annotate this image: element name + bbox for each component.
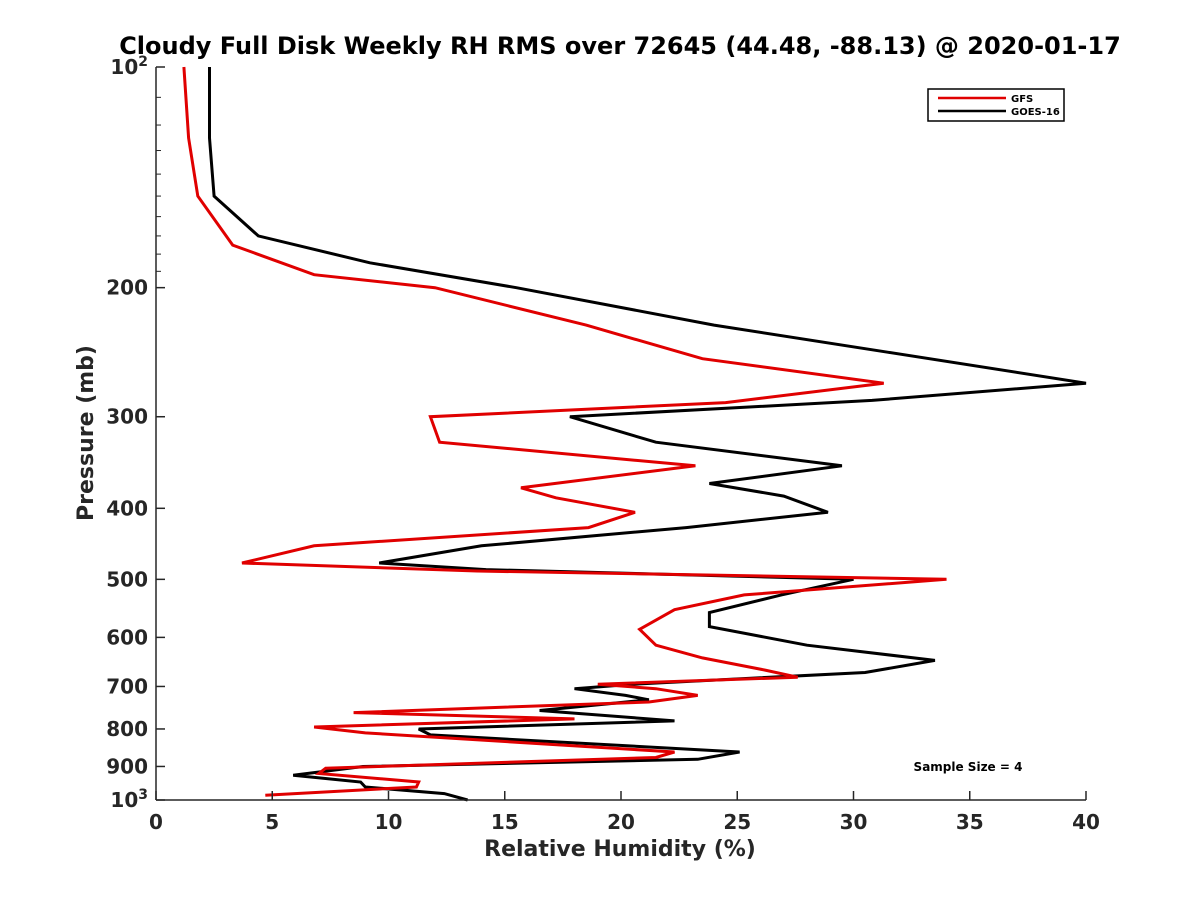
y-tick-label: 800 bbox=[106, 717, 148, 741]
x-tick-label: 30 bbox=[840, 810, 868, 834]
x-tick-label: 0 bbox=[149, 810, 163, 834]
legend-label-goes-16: GOES-16 bbox=[1011, 107, 1060, 118]
y-tick-label: 300 bbox=[106, 405, 148, 429]
y-tick-label: 102 bbox=[110, 54, 148, 79]
y-tick-label: 600 bbox=[106, 625, 148, 649]
y-tick-label: 103 bbox=[110, 787, 148, 812]
series-layer bbox=[182, 66, 1087, 802]
sample-size-annotation: Sample Size = 4 bbox=[914, 760, 1023, 774]
series-line-gfs bbox=[182, 66, 947, 797]
legend: GFS GOES-16 bbox=[927, 88, 1065, 122]
x-tick-label: 35 bbox=[956, 810, 984, 834]
x-tick-label: 10 bbox=[375, 810, 403, 834]
y-tick-label: 900 bbox=[106, 754, 148, 778]
legend-box bbox=[927, 88, 1065, 122]
y-tick-label: 700 bbox=[106, 674, 148, 698]
y-tick-label: 400 bbox=[106, 496, 148, 520]
x-tick-label: 5 bbox=[265, 810, 279, 834]
x-tick-label: 15 bbox=[491, 810, 519, 834]
x-axis-label: Relative Humidity (%) bbox=[484, 837, 756, 862]
chart-title: Cloudy Full Disk Weekly RH RMS over 7264… bbox=[119, 32, 1121, 60]
y-axis-label: Pressure (mb) bbox=[74, 345, 99, 521]
series-line-goes-16 bbox=[208, 67, 1087, 802]
x-tick-label: 20 bbox=[607, 810, 635, 834]
x-tick-label: 25 bbox=[723, 810, 751, 834]
axes-layer: 0 5 10 15 20 25 30 35 40 102 200 300 400 500 600 700 800… bbox=[106, 54, 1100, 834]
x-tick-label: 40 bbox=[1072, 810, 1100, 834]
legend-label-gfs: GFS bbox=[1011, 94, 1033, 105]
y-tick-label: 500 bbox=[106, 567, 148, 591]
y-tick-label: 200 bbox=[106, 276, 148, 300]
